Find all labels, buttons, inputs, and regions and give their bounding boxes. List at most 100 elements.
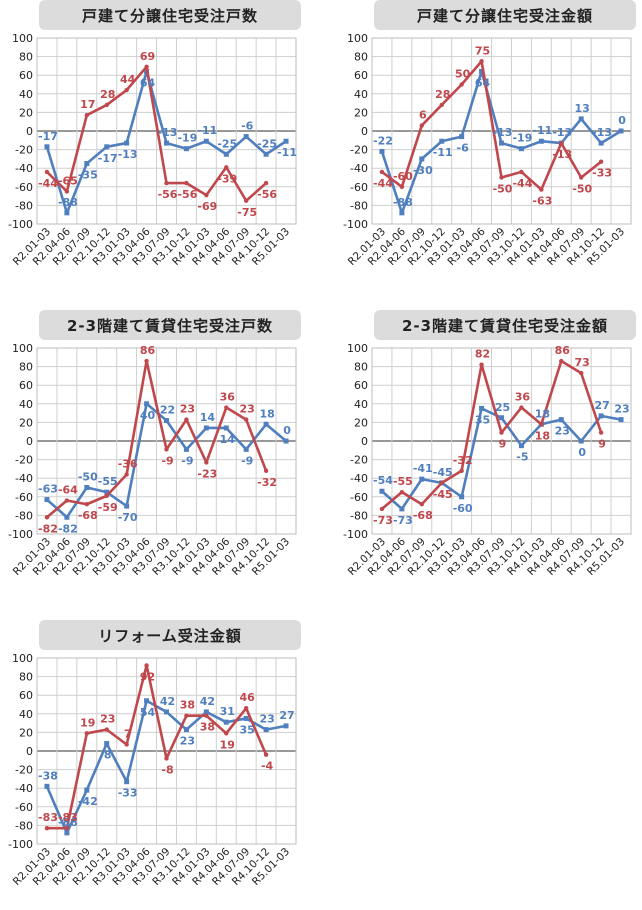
data-point-red <box>379 169 385 175</box>
data-point-blue <box>558 417 564 423</box>
data-point-red <box>144 663 149 668</box>
data-point-red <box>379 506 385 512</box>
data-label-blue: 18 <box>259 407 274 420</box>
line-chart: -100-80-60-40-20020406080100R2.01-03R2.0… <box>343 32 632 268</box>
data-label-red: -56 <box>177 188 197 201</box>
data-label-blue: 25 <box>495 401 510 414</box>
data-label-red: -63 <box>532 195 552 208</box>
data-point-blue <box>64 830 70 836</box>
data-label-blue: 64 <box>140 76 156 89</box>
data-point-blue <box>263 727 269 733</box>
data-point-red <box>578 370 584 376</box>
data-label-red: -55 <box>393 475 413 488</box>
data-label-red: 86 <box>140 344 156 357</box>
data-point-red <box>84 112 90 118</box>
data-label-blue: 35 <box>475 413 490 426</box>
data-label-red: -82 <box>38 522 58 535</box>
data-label-blue: 42 <box>160 695 175 708</box>
y-tick-label: -100 <box>8 838 33 851</box>
data-label-red: 86 <box>555 344 571 357</box>
line-chart: -100-80-60-40-20020406080100R2.01-03R2.0… <box>343 342 632 578</box>
data-label-red: 28 <box>100 88 115 101</box>
data-label-blue: 31 <box>220 705 235 718</box>
y-tick-label: -40 <box>350 472 368 485</box>
data-point-red <box>84 502 90 507</box>
y-tick-label: 40 <box>19 398 33 411</box>
data-label-red: 6 <box>419 108 427 121</box>
data-point-blue <box>203 138 209 144</box>
data-label-red: 82 <box>475 348 490 361</box>
y-tick-label: 0 <box>26 435 33 448</box>
data-label-red: 36 <box>515 391 531 404</box>
data-point-blue <box>578 116 584 122</box>
data-label-blue: 18 <box>535 407 550 420</box>
data-point-blue <box>223 719 229 725</box>
y-tick-label: -40 <box>350 162 368 175</box>
data-point-blue <box>203 425 209 431</box>
data-point-blue <box>44 144 50 150</box>
data-point-blue <box>263 421 269 427</box>
y-tick-label: -20 <box>350 144 368 157</box>
data-point-red <box>224 405 229 410</box>
data-label-blue: -88 <box>58 816 78 829</box>
data-label-blue: -55 <box>98 475 118 488</box>
data-point-red <box>499 430 504 435</box>
data-label-blue: 0 <box>283 424 291 437</box>
data-point-red <box>104 493 109 499</box>
data-point-red <box>419 123 425 128</box>
data-point-red <box>519 169 524 175</box>
data-point-blue <box>164 418 169 424</box>
data-point-blue <box>283 138 289 144</box>
data-point-blue <box>203 709 209 715</box>
y-tick-label: 100 <box>12 342 33 355</box>
data-label-blue: -41 <box>413 462 433 475</box>
data-label-red: -23 <box>197 467 217 480</box>
chart-panel-detached-units: 戸建て分譲住宅受注戸数 -100 -80 -60 -40 -20 0 20 40 60 80 100… <box>0 0 301 290</box>
data-label-blue: -11 <box>532 124 552 137</box>
data-point-blue <box>243 134 249 140</box>
data-label-blue: 35 <box>240 723 255 736</box>
data-label-blue: -54 <box>373 474 393 487</box>
data-label-blue: 0 <box>618 114 626 127</box>
data-label-blue: 23 <box>180 735 195 748</box>
data-label-blue: -82 <box>58 522 78 535</box>
data-label-blue: -22 <box>373 134 393 147</box>
y-tick-label: 60 <box>354 69 368 82</box>
data-point-blue <box>223 151 229 157</box>
data-label-red: -32 <box>453 454 473 467</box>
data-point-red <box>419 502 425 507</box>
plot-area <box>36 37 297 225</box>
data-point-blue <box>104 741 110 747</box>
data-label-blue: 40 <box>140 409 156 422</box>
data-point-blue <box>183 446 189 452</box>
data-label-red: -44 <box>373 177 393 190</box>
y-tick-label: -60 <box>15 181 33 194</box>
data-point-blue <box>518 146 524 152</box>
data-point-red <box>44 825 50 831</box>
data-label-red: 44 <box>120 73 136 86</box>
y-tick-label: 80 <box>19 671 33 684</box>
y-tick-label: 100 <box>347 342 368 355</box>
data-point-red <box>479 362 484 367</box>
data-label-blue: 54 <box>140 706 156 719</box>
data-point-red <box>598 430 604 435</box>
y-tick-label: 0 <box>361 125 368 138</box>
data-point-red <box>243 198 249 203</box>
data-point-red <box>578 175 584 180</box>
line-chart: -100-80-60-40-20020406080100R2.01-03R2.0… <box>8 32 297 268</box>
data-point-red <box>184 713 189 718</box>
data-point-red <box>263 180 269 186</box>
data-point-blue <box>183 727 189 733</box>
y-tick-label: 80 <box>19 51 33 64</box>
data-label-red: 73 <box>575 356 590 369</box>
y-tick-label: 100 <box>12 32 33 45</box>
data-label-blue: 14 <box>220 433 236 446</box>
data-point-red <box>124 87 129 93</box>
data-label-red: -56 <box>158 188 178 201</box>
data-label-red: -64 <box>58 484 78 497</box>
data-point-red <box>64 825 70 831</box>
data-point-red <box>243 417 249 422</box>
data-label-blue: -60 <box>453 502 473 515</box>
data-label-blue: -13 <box>118 148 138 161</box>
chart-title: 2-3階建て賃貸住宅受注戸数 <box>39 310 301 340</box>
